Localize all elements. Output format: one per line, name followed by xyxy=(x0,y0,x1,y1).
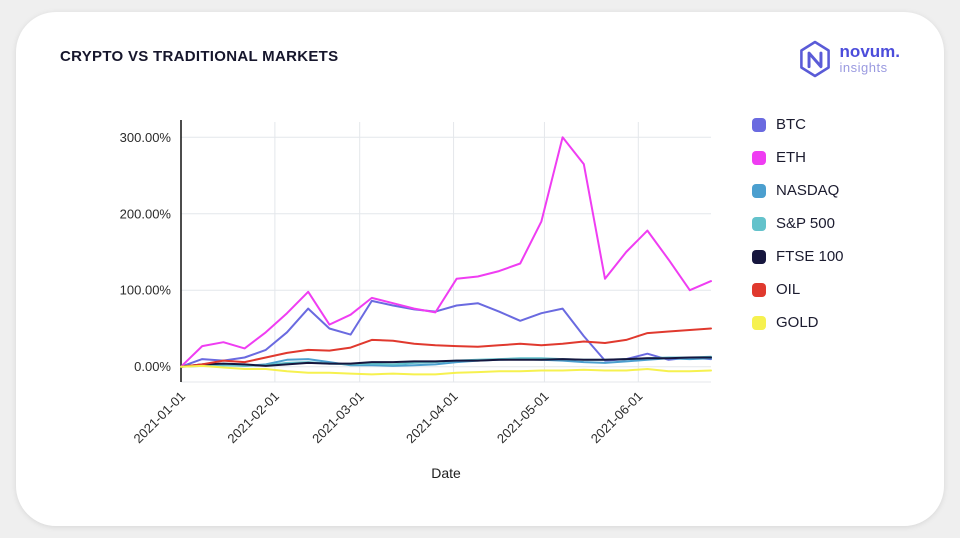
y-tick-label: 200.00% xyxy=(120,206,172,221)
legend-swatch-btc xyxy=(752,117,766,132)
legend-swatch-eth xyxy=(752,150,766,165)
legend-item-oil[interactable]: OIL xyxy=(752,281,844,298)
series-line-eth xyxy=(180,136,712,368)
legend-swatch-ftse-100 xyxy=(752,249,766,264)
legend-swatch-oil xyxy=(752,282,766,297)
chart-area: 0.00% 100.00% 200.00% 300.00% 2021-01-01 2021… xyxy=(44,104,904,484)
x-tick-label: 2021-04-01 xyxy=(403,389,461,447)
header: CRYPTO VS TRADITIONAL MARKETS novum. ins… xyxy=(44,40,904,78)
dashboard-card: CRYPTO VS TRADITIONAL MARKETS novum. ins… xyxy=(16,12,944,526)
legend-label-eth: ETH xyxy=(776,149,806,166)
chart-legend: BTC ETH NASDAQ S&P 500 FTSE 100 OIL GOLD xyxy=(752,116,844,484)
series-line-ftse-100 xyxy=(180,356,712,368)
legend-item-eth[interactable]: ETH xyxy=(752,149,844,166)
logo-name: novum. xyxy=(839,41,900,61)
series-line-btc xyxy=(180,299,712,368)
x-tick-label: 2021-05-01 xyxy=(494,389,552,447)
series-line-nasdaq xyxy=(180,357,712,368)
legend-swatch-nasdaq xyxy=(752,183,766,198)
legend-label-nasdaq: NASDAQ xyxy=(776,182,840,199)
y-tick-label: 0.00% xyxy=(134,359,171,374)
x-tick-label: 2021-03-01 xyxy=(309,389,367,447)
legend-label-oil: OIL xyxy=(776,281,801,298)
logo-text: novum. insights xyxy=(839,41,900,76)
legend-item-s-p-500[interactable]: S&P 500 xyxy=(752,215,844,232)
x-tick-label: 2021-01-01 xyxy=(130,389,188,447)
legend-item-btc[interactable]: BTC xyxy=(752,116,844,133)
line-chart: 0.00% 100.00% 200.00% 300.00% 2021-01-01 2021… xyxy=(120,120,712,481)
novum-logo-icon xyxy=(799,40,830,78)
legend-label-ftse-100: FTSE 100 xyxy=(776,248,844,265)
legend-label-gold: GOLD xyxy=(776,314,819,331)
x-axis-title: Date xyxy=(431,465,461,481)
legend-swatch-gold xyxy=(752,315,766,330)
logo-subtitle: insights xyxy=(839,60,888,76)
x-tick-label: 2021-02-01 xyxy=(224,389,282,447)
series-line-gold xyxy=(180,364,712,376)
legend-item-gold[interactable]: GOLD xyxy=(752,314,844,331)
series-line-oil xyxy=(180,327,712,368)
novum-insights-logo: novum. insights xyxy=(798,40,900,78)
legend-item-ftse-100[interactable]: FTSE 100 xyxy=(752,248,844,265)
page-title: CRYPTO VS TRADITIONAL MARKETS xyxy=(60,48,339,65)
legend-item-nasdaq[interactable]: NASDAQ xyxy=(752,182,844,199)
legend-swatch-s-p-500 xyxy=(752,216,766,231)
legend-label-s-p-500: S&P 500 xyxy=(776,215,835,232)
legend-label-btc: BTC xyxy=(776,116,806,133)
y-tick-label: 300.00% xyxy=(120,130,172,145)
x-tick-label: 2021-06-01 xyxy=(588,389,646,447)
y-tick-label: 100.00% xyxy=(120,283,172,298)
